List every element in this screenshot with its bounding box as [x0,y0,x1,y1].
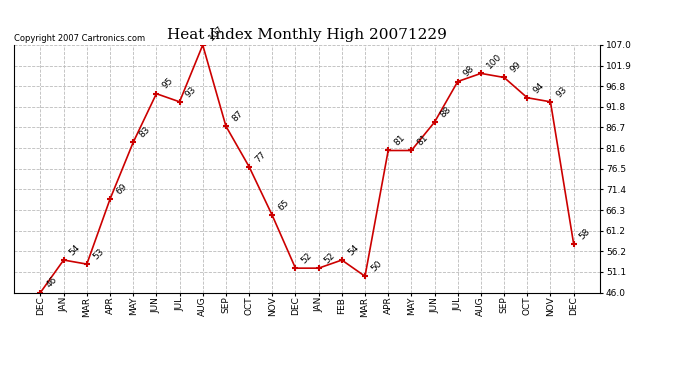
Text: 107: 107 [207,24,226,42]
Text: 88: 88 [439,105,453,119]
Title: Heat Index Monthly High 20071229: Heat Index Monthly High 20071229 [167,28,447,42]
Text: 65: 65 [277,198,291,213]
Text: 81: 81 [415,133,430,148]
Text: 54: 54 [68,243,82,257]
Text: 94: 94 [531,81,546,95]
Text: 93: 93 [555,84,569,99]
Text: 46: 46 [45,275,59,290]
Text: 81: 81 [393,133,407,148]
Text: 98: 98 [462,64,476,79]
Text: 53: 53 [91,247,106,261]
Text: Copyright 2007 Cartronics.com: Copyright 2007 Cartronics.com [14,33,145,42]
Text: 93: 93 [184,84,198,99]
Text: 58: 58 [578,226,592,241]
Text: 87: 87 [230,109,244,123]
Text: 95: 95 [161,76,175,91]
Text: 77: 77 [253,150,268,164]
Text: 50: 50 [369,259,384,273]
Text: 100: 100 [485,52,504,70]
Text: 52: 52 [323,251,337,266]
Text: 54: 54 [346,243,360,257]
Text: 83: 83 [137,125,152,140]
Text: 52: 52 [299,251,314,266]
Text: 69: 69 [114,182,128,196]
Text: 99: 99 [509,60,523,75]
